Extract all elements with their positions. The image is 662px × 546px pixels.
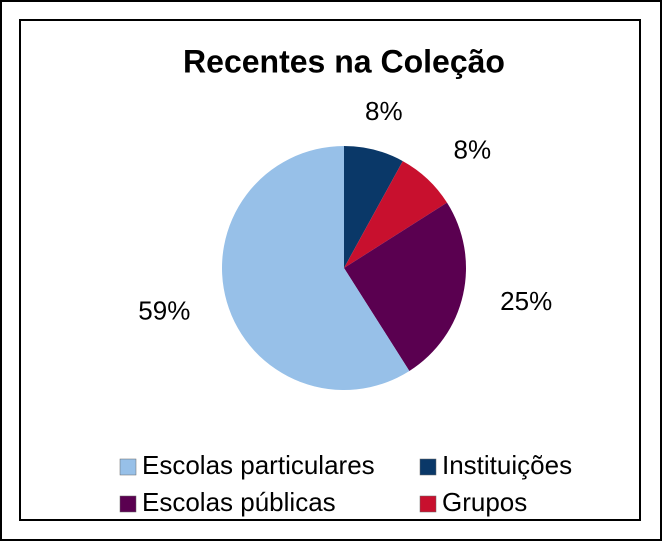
- legend-label: Instituições: [442, 450, 572, 480]
- data-label-unit: %: [529, 286, 552, 316]
- data-label-value: 25: [500, 286, 529, 316]
- data-label: 8%: [365, 96, 403, 126]
- legend-swatch: [419, 458, 437, 476]
- data-label: 8%: [454, 134, 492, 164]
- data-label: 59%: [138, 296, 190, 326]
- data-label-unit: %: [167, 296, 190, 326]
- pie-slice: [344, 202, 466, 372]
- data-label-unit: %: [379, 96, 402, 126]
- data-label: 25%: [500, 286, 552, 316]
- legend-swatch: [119, 495, 137, 513]
- pie-slice: [344, 161, 448, 268]
- legend-swatch: [419, 495, 437, 513]
- legend-label: Escolas públicas: [142, 487, 336, 517]
- data-label-unit: %: [468, 134, 491, 164]
- data-label-value: 8: [454, 134, 468, 164]
- pie-slice: [221, 145, 410, 390]
- legend-label: Escolas particulares: [142, 450, 375, 480]
- data-label-value: 8: [365, 96, 379, 126]
- data-label-value: 59: [138, 296, 167, 326]
- chart-title: Recentes na Coleção: [183, 43, 505, 79]
- pie-slice: [344, 146, 403, 268]
- legend-swatch: [119, 458, 137, 476]
- legend-label: Grupos: [442, 487, 527, 517]
